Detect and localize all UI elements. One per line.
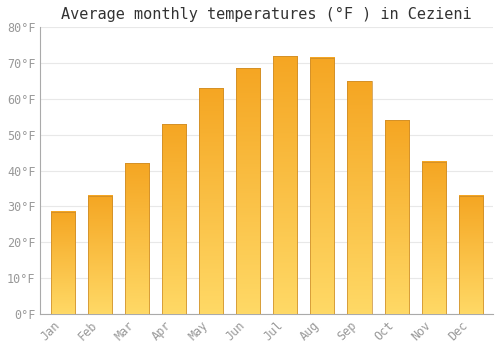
Bar [50, 212, 74, 314]
Bar [124, 163, 149, 314]
Bar [236, 69, 260, 314]
Bar [422, 162, 446, 314]
Bar [199, 88, 223, 314]
Bar [384, 120, 408, 314]
Bar [348, 81, 372, 314]
Bar [88, 196, 112, 314]
Title: Average monthly temperatures (°F ) in Cezieni: Average monthly temperatures (°F ) in Ce… [62, 7, 472, 22]
Bar [273, 56, 297, 314]
Bar [310, 58, 334, 314]
Bar [458, 196, 483, 314]
Bar [162, 124, 186, 314]
